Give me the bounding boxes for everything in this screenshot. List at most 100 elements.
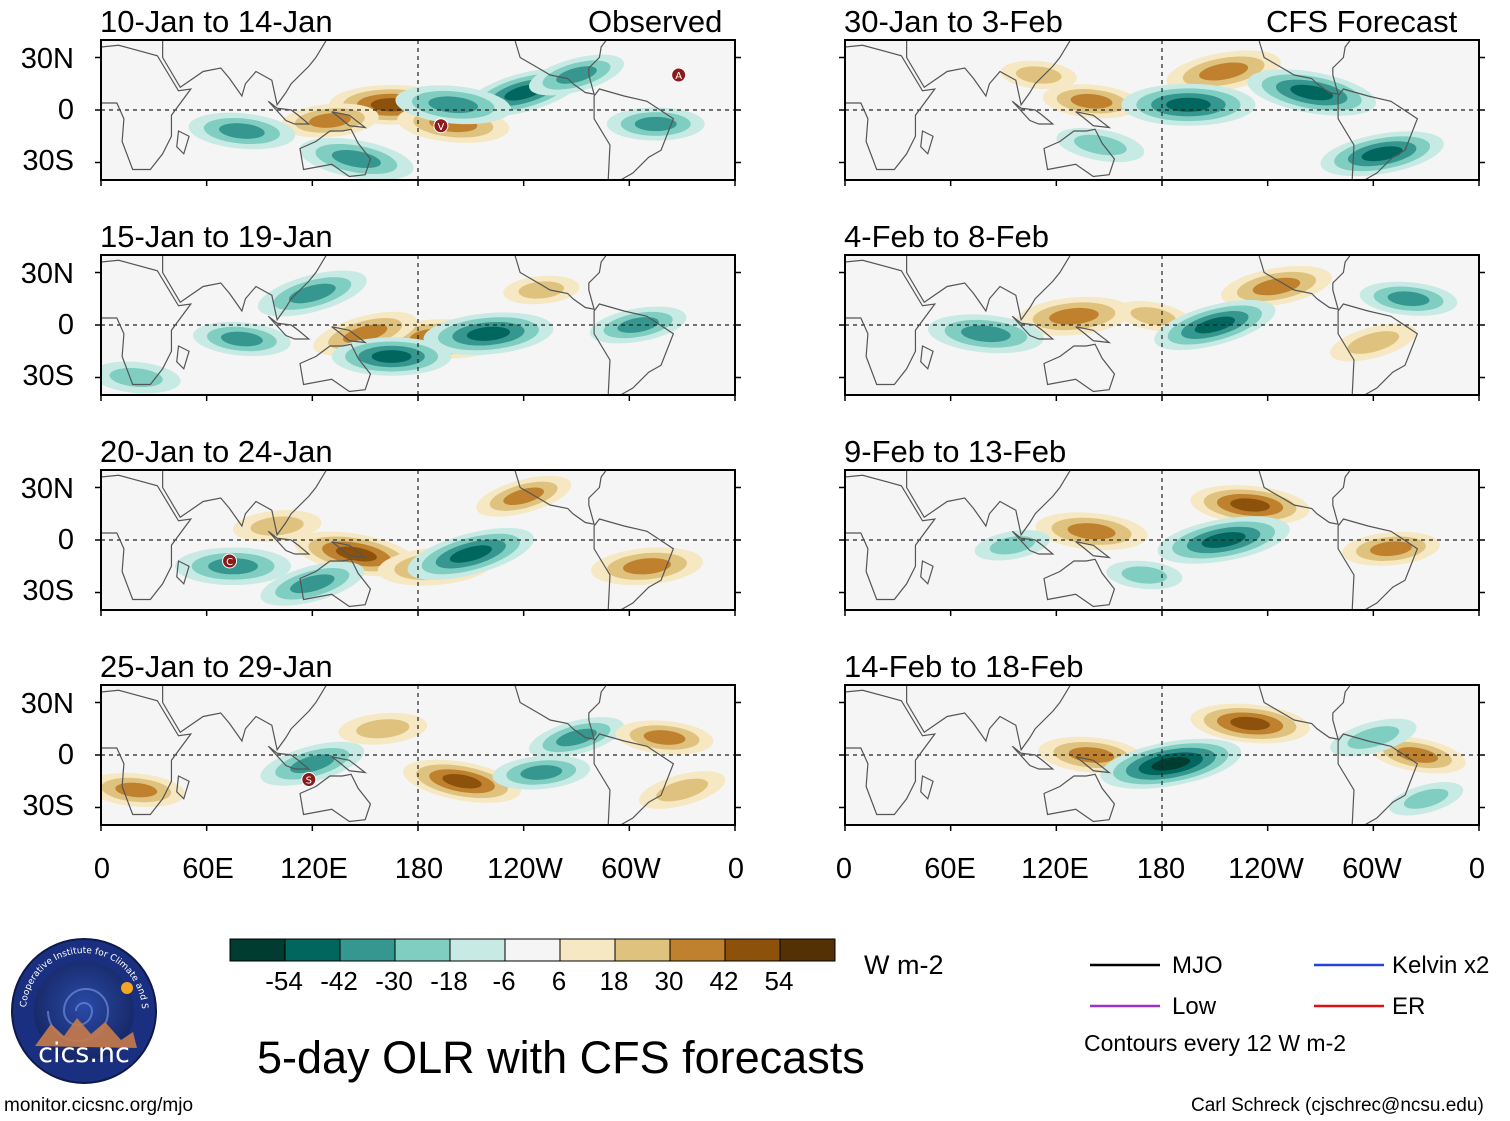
coastline: [101, 474, 193, 601]
lon-label-60e: 60E: [924, 853, 976, 885]
panel-title-obs-4: 25-Jan to 29-Jan: [100, 649, 333, 684]
olr-anomaly-blob: [335, 546, 377, 562]
coastline: [920, 130, 934, 155]
colorbar-label: -42: [320, 966, 358, 996]
panel-field: [101, 40, 735, 180]
coastline: [845, 474, 937, 601]
lat-label-30n: 30N: [20, 473, 74, 505]
olr-anomaly-blob: [656, 778, 709, 802]
olr-anomaly-blob: [503, 487, 545, 506]
coastline: [444, 685, 608, 741]
coastline: [906, 40, 1072, 107]
sun-icon: [121, 982, 133, 994]
coastline: [101, 44, 193, 171]
olr-anomaly-blob: [1049, 307, 1099, 325]
colorbar-cell: [669, 938, 726, 962]
map-panel: [839, 469, 1485, 616]
olr-anomaly-blob: [466, 326, 511, 341]
figure-title: 5-day OLR with CFS forecasts: [257, 1032, 865, 1083]
map-panel: [839, 254, 1485, 401]
storm-marker-label: A: [675, 71, 682, 82]
coastline: [845, 259, 937, 386]
colorbar-label: 6: [551, 966, 567, 996]
coastline: [176, 775, 190, 800]
coastline: [1043, 343, 1116, 393]
map-panel: [839, 684, 1485, 831]
coastline: [1337, 303, 1419, 395]
lon-label-120w: 120W: [1228, 853, 1304, 885]
coastline: [176, 560, 190, 585]
olr-anomaly-blob: [219, 123, 265, 139]
legend-label-er: ER: [1392, 993, 1426, 1020]
panel-title-obs-2: 15-Jan to 19-Jan: [100, 219, 333, 254]
colorbar-label: 42: [709, 966, 739, 996]
coastline: [444, 255, 608, 311]
lat-label-eq: 0: [57, 94, 74, 126]
storm-marker: [671, 67, 687, 83]
olr-anomaly-blob: [556, 66, 597, 84]
lat-label-eq: 0: [57, 309, 74, 341]
olr-anomaly-blob: [1387, 291, 1430, 307]
colorbar-label: -18: [430, 966, 468, 996]
olr-anomaly-blob: [442, 774, 482, 789]
lon-label-0: 0: [835, 853, 853, 885]
panel-title-fc-1: 30-Jan to 3-Feb: [844, 4, 1063, 39]
olr-anomaly-blob: [1230, 498, 1270, 512]
coastline: [331, 541, 368, 559]
olr-anomaly-blob: [622, 558, 671, 575]
coastline: [162, 470, 328, 537]
mountain-icon: [35, 1018, 137, 1048]
map-panel: [95, 254, 741, 401]
footer-url: monitor.cicsnc.org/mjo: [4, 1095, 194, 1116]
coastline: [920, 345, 934, 370]
lat-label-30n: 30N: [20, 688, 74, 720]
storm-marker-label: S: [306, 776, 312, 787]
olr-anomaly-blob: [961, 325, 1011, 343]
colorbar-cell: [394, 938, 451, 962]
coastline: [162, 685, 328, 752]
coastline: [593, 88, 675, 180]
coastline: [331, 111, 368, 129]
olr-anomaly-blob: [1151, 756, 1191, 771]
coastline: [267, 745, 311, 770]
lon-label-0: 0: [1468, 853, 1486, 885]
lat-label-30s: 30S: [22, 575, 74, 607]
olr-anomaly-blob: [1347, 331, 1400, 354]
olr-anomaly-blob: [371, 350, 412, 363]
olr-anomaly-blob: [1068, 747, 1115, 763]
lon-label-60e: 60E: [182, 853, 234, 885]
coastline: [1337, 733, 1419, 825]
olr-anomaly-blob: [1252, 277, 1301, 296]
olr-anomaly-blob: [356, 719, 410, 739]
cics-logo: Cooperative Institute for Climate and Sa…: [9, 936, 157, 1084]
lon-label-60w: 60W: [601, 853, 661, 885]
colorbar-cell: [724, 938, 781, 962]
legend-note: Contours every 12 W m-2: [1084, 1030, 1347, 1056]
olr-anomaly-blob: [989, 536, 1035, 555]
olr-anomaly-blob: [1166, 97, 1211, 112]
coastline: [906, 685, 1072, 752]
coastline: [593, 303, 675, 395]
lon-label-60w: 60W: [1342, 853, 1402, 885]
lat-label-eq: 0: [57, 524, 74, 556]
colorbar-label: 30: [654, 966, 684, 996]
coastline: [1337, 88, 1419, 180]
coastline: [299, 128, 372, 178]
coastline: [1011, 530, 1055, 555]
olr-anomaly-blob: [556, 728, 597, 747]
olr-anomaly-blob: [1290, 84, 1334, 101]
olr-anomaly-blob: [250, 516, 304, 536]
coastline: [906, 255, 1072, 322]
panel-title-fc-4: 14-Feb to 18-Feb: [844, 649, 1084, 684]
coastline: [1075, 326, 1112, 344]
olr-anomaly-blob: [520, 765, 563, 780]
colorbar: [229, 938, 836, 962]
coastline: [906, 470, 1072, 537]
colorbar-cell: [284, 938, 341, 962]
coastline: [1188, 40, 1352, 96]
panel-title-obs-3: 20-Jan to 24-Jan: [100, 434, 333, 469]
coastline: [1075, 756, 1112, 774]
olr-anomaly-blob: [288, 283, 336, 304]
olr-anomaly-blob: [1015, 66, 1062, 84]
map-panel: AV: [95, 39, 741, 186]
